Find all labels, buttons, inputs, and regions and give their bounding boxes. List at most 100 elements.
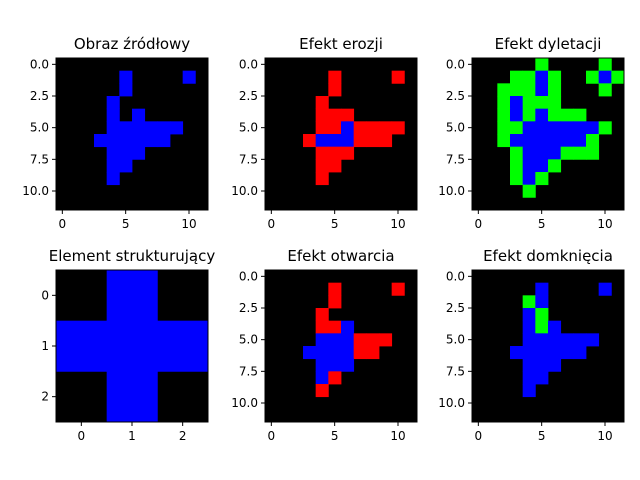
y-tick-label: 10.0 bbox=[231, 396, 258, 410]
pixel-cell bbox=[132, 146, 146, 160]
pixel-cell bbox=[353, 121, 367, 135]
subplot-4: Element strukturujący 0 1 2 0 1 2 bbox=[41, 247, 215, 443]
y-tick-label: 5.0 bbox=[239, 333, 258, 347]
pixel-cell bbox=[548, 358, 562, 372]
pixel-cell bbox=[535, 58, 549, 72]
x-tick-label: 10 bbox=[390, 429, 405, 443]
subplot-title: Efekt domknięcia bbox=[483, 247, 613, 265]
pixel-cell bbox=[497, 108, 511, 122]
pixel-cell bbox=[510, 70, 524, 84]
pixel-cell bbox=[548, 121, 562, 135]
pixel-cell bbox=[535, 108, 549, 122]
pixel-cell bbox=[522, 346, 536, 360]
pixel-cell bbox=[598, 58, 612, 72]
subplot-5: Efekt otwarcia 0 5 10 0.0 2.5 5.0 7.5 10.0 bbox=[231, 247, 418, 443]
pixel-cell bbox=[144, 134, 158, 148]
pixel-cell bbox=[328, 70, 342, 84]
y-tick-label: 10.0 bbox=[231, 184, 258, 198]
pixel-cell bbox=[170, 121, 184, 135]
pixel-cell bbox=[106, 96, 120, 110]
pixel-cell bbox=[548, 96, 562, 110]
pixel-cell bbox=[106, 371, 158, 423]
pixel-cell bbox=[119, 146, 133, 160]
pixel-cell bbox=[366, 333, 380, 347]
y-tick-label: 10.0 bbox=[438, 396, 465, 410]
pixel-cell bbox=[119, 159, 133, 173]
pixel-cell bbox=[611, 70, 625, 84]
pixel-cell bbox=[522, 320, 536, 334]
pixel-cell bbox=[391, 282, 405, 296]
pixel-cell bbox=[573, 108, 587, 122]
y-tick-label: 2.5 bbox=[239, 301, 258, 315]
pixel-cell bbox=[573, 333, 587, 347]
pixel-cell bbox=[391, 70, 405, 84]
pixel-cell bbox=[315, 333, 329, 347]
pixel-cell bbox=[535, 146, 549, 160]
x-tick-label: 10 bbox=[390, 217, 405, 231]
y-tick-label: 7.5 bbox=[446, 152, 465, 166]
pixel-cell bbox=[119, 134, 133, 148]
pixel-cell bbox=[315, 371, 329, 385]
axes-frame bbox=[471, 57, 625, 211]
pixel-cell bbox=[510, 83, 524, 97]
x-tick-label: 0 bbox=[78, 429, 86, 443]
pixel-cell bbox=[535, 308, 549, 322]
pixel-cell bbox=[315, 384, 329, 398]
pixel-cell bbox=[573, 134, 587, 148]
pixel-cell bbox=[586, 121, 600, 135]
pixel-cell bbox=[522, 159, 536, 173]
x-tick-label: 5 bbox=[538, 429, 546, 443]
pixel-cell bbox=[560, 346, 574, 360]
pixel-cell bbox=[328, 295, 342, 309]
pixel-cell bbox=[548, 83, 562, 97]
y-tick-label: 0.0 bbox=[239, 269, 258, 283]
pixel-cell bbox=[560, 134, 574, 148]
y-tick-label: 2.5 bbox=[446, 301, 465, 315]
pixel-cell bbox=[303, 346, 317, 360]
y-tick-label: 0.0 bbox=[446, 57, 465, 71]
pixel-cell bbox=[535, 96, 549, 110]
pixel-cell bbox=[548, 346, 562, 360]
pixel-cell bbox=[106, 108, 120, 122]
pixel-cell bbox=[510, 108, 524, 122]
subplot-title: Element strukturujący bbox=[49, 247, 216, 265]
pixel-cell bbox=[497, 83, 511, 97]
pixel-cell bbox=[315, 96, 329, 110]
x-tick-label: 0 bbox=[59, 217, 67, 231]
pixel-cell bbox=[522, 108, 536, 122]
pixel-cell bbox=[510, 146, 524, 160]
pixel-cell bbox=[560, 108, 574, 122]
y-tick-label: 5.0 bbox=[446, 121, 465, 135]
pixel-cell bbox=[535, 121, 549, 135]
subplot-1: Obraz źródłowy 0 5 10 0.0 2.5 5.0 7.5 10.0 bbox=[22, 35, 209, 231]
pixel-cell bbox=[535, 70, 549, 84]
pixel-cell bbox=[353, 134, 367, 148]
pixel-cell bbox=[315, 172, 329, 186]
pixel-cell bbox=[106, 159, 120, 173]
pixel-cell bbox=[522, 333, 536, 347]
subplot-title: Efekt dyletacji bbox=[495, 35, 602, 53]
pixel-cell bbox=[315, 134, 329, 148]
pixel-cell bbox=[560, 146, 574, 160]
pixel-cell bbox=[598, 121, 612, 135]
pixel-cell bbox=[535, 172, 549, 186]
pixel-cell bbox=[144, 121, 158, 135]
pixel-cell bbox=[328, 83, 342, 97]
pixel-cell bbox=[106, 270, 158, 322]
pixel-cell bbox=[535, 159, 549, 173]
pixel-cell bbox=[328, 333, 342, 347]
y-tick-label: 5.0 bbox=[30, 121, 49, 135]
pixel-cell bbox=[522, 384, 536, 398]
pixel-cell bbox=[535, 282, 549, 296]
pixel-cell bbox=[341, 333, 355, 347]
pixel-cell bbox=[522, 83, 536, 97]
pixel-cell bbox=[548, 159, 562, 173]
subplot-3: Efekt dyletacji 0 5 10 0.0 2.5 5.0 7.5 10.0 bbox=[438, 35, 625, 231]
subplot-title: Obraz źródłowy bbox=[74, 35, 190, 53]
pixel-cell bbox=[328, 346, 342, 360]
pixel-cell bbox=[522, 295, 536, 309]
pixel-cell bbox=[119, 70, 133, 84]
pixel-cell bbox=[157, 320, 209, 372]
x-tick-label: 0 bbox=[475, 429, 483, 443]
x-tick-label: 10 bbox=[597, 217, 612, 231]
